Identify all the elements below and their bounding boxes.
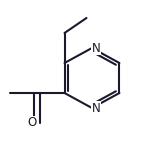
Text: N: N [92,102,100,114]
Text: O: O [27,117,36,129]
Text: N: N [92,42,100,54]
